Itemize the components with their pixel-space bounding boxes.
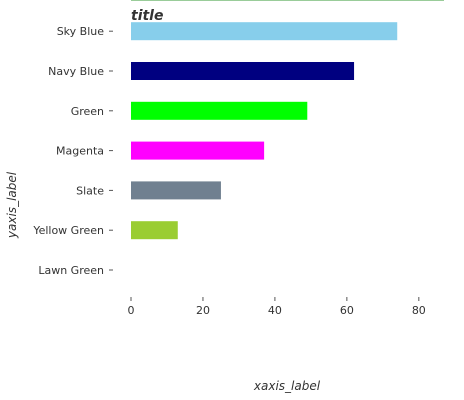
bar bbox=[131, 181, 221, 200]
x-axis-title: xaxis_label bbox=[253, 379, 321, 393]
y-axis-title: yaxis_label bbox=[5, 171, 19, 239]
bar bbox=[131, 221, 178, 240]
x-tick-label: 80 bbox=[412, 304, 426, 317]
y-tick-label: Yellow Green bbox=[32, 224, 104, 237]
bar bbox=[131, 101, 308, 120]
bar bbox=[131, 141, 265, 160]
x-tick-label: 0 bbox=[128, 304, 135, 317]
chart-title: title bbox=[131, 8, 163, 24]
y-axis-tick-labels: Lawn Green Yellow Green Slate Magenta Green N… bbox=[32, 25, 113, 277]
bars bbox=[131, 0, 444, 240]
x-tick-label: 60 bbox=[340, 304, 354, 317]
y-tick-label: Slate bbox=[76, 184, 104, 197]
y-tick-label: Green bbox=[71, 105, 104, 118]
x-tick-label: 40 bbox=[268, 304, 282, 317]
y-tick-label: Magenta bbox=[56, 145, 104, 158]
x-axis: 0 20 40 60 80 bbox=[128, 297, 426, 317]
bar bbox=[131, 62, 355, 80]
bar bbox=[131, 22, 398, 41]
y-tick-label: Navy Blue bbox=[48, 65, 104, 78]
x-tick-label: 20 bbox=[196, 304, 210, 317]
y-tick-label: Lawn Green bbox=[38, 264, 104, 277]
y-tick-label: Sky Blue bbox=[57, 25, 105, 38]
